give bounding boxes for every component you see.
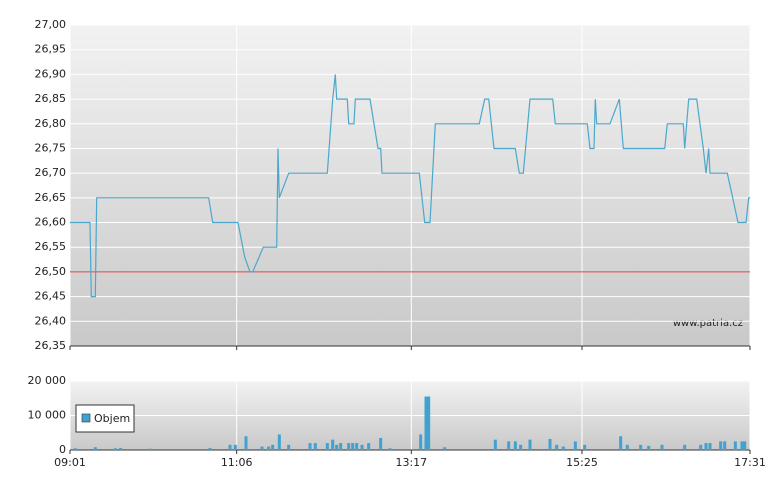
bar — [625, 444, 629, 450]
y-tick-label: 10 000 — [28, 409, 67, 422]
y-tick-label: 26,95 — [35, 43, 67, 56]
bar — [528, 439, 532, 450]
bar — [271, 444, 275, 450]
y-tick-label: 20 000 — [28, 374, 67, 387]
bar — [260, 446, 264, 450]
bar — [719, 441, 723, 450]
bar — [73, 448, 77, 450]
bar — [287, 444, 291, 450]
bar — [331, 439, 335, 450]
bar — [699, 444, 703, 450]
bar — [583, 444, 587, 450]
bar — [647, 445, 651, 450]
bar — [208, 447, 212, 450]
bar — [733, 441, 737, 450]
y-tick-label: 26,80 — [35, 117, 67, 130]
x-tick-label: 11:06 — [221, 456, 253, 469]
bar — [639, 444, 643, 450]
bar — [419, 434, 423, 450]
bar — [113, 448, 117, 450]
bar — [308, 443, 312, 450]
bar — [427, 396, 431, 450]
y-tick-label: 26,85 — [35, 92, 67, 105]
bar — [360, 444, 364, 450]
bar — [119, 447, 123, 450]
bar — [723, 441, 727, 450]
bar — [573, 441, 577, 450]
bar — [443, 447, 447, 450]
bar — [704, 443, 708, 450]
bar — [743, 441, 747, 450]
x-tick-label: 17:31 — [734, 456, 766, 469]
y-tick-label: 26,50 — [35, 265, 67, 278]
bar — [93, 447, 97, 450]
y-tick-label: 26,60 — [35, 216, 67, 229]
y-tick-label: 26,65 — [35, 191, 67, 204]
bar — [267, 446, 271, 450]
bar — [561, 446, 565, 450]
legend-label: Objem — [94, 412, 130, 425]
bar — [277, 434, 281, 450]
bar — [347, 443, 351, 450]
bar — [233, 444, 237, 450]
bar — [548, 438, 552, 450]
bar — [325, 443, 329, 450]
bar — [740, 441, 744, 450]
bar — [619, 436, 623, 450]
y-tick-label: 26,35 — [35, 339, 67, 352]
bar — [708, 443, 712, 450]
bar — [379, 437, 383, 450]
y-tick-label: 26,55 — [35, 240, 67, 253]
y-tick-label: 27,00 — [35, 18, 67, 31]
y-tick-label: 26,70 — [35, 166, 67, 179]
bar — [244, 436, 248, 450]
x-tick-label: 15:25 — [566, 456, 598, 469]
price-plot-area — [70, 25, 750, 346]
bar — [660, 444, 664, 450]
watermark: www.patria.cz — [673, 318, 743, 329]
bar — [519, 444, 523, 450]
price-line — [70, 74, 750, 298]
bar — [339, 443, 343, 450]
y-tick-label: 26,45 — [35, 290, 67, 303]
y-tick-label: 26,40 — [35, 314, 67, 327]
y-tick-label: 26,75 — [35, 141, 67, 154]
bar — [507, 441, 511, 450]
bar — [228, 444, 232, 450]
bar — [148, 448, 152, 450]
y-tick-label: 0 — [59, 443, 66, 456]
x-tick-label: 09:01 — [54, 456, 86, 469]
bar — [355, 443, 359, 450]
bar — [367, 443, 371, 450]
x-tick-label: 13:17 — [395, 456, 427, 469]
bar — [313, 443, 317, 450]
bar — [683, 444, 687, 450]
y-tick-label: 26,90 — [35, 67, 67, 80]
bar — [388, 448, 392, 450]
bar — [424, 396, 428, 450]
legend-swatch — [81, 413, 91, 423]
bar — [555, 444, 559, 450]
bar — [513, 441, 517, 450]
bar — [335, 444, 339, 450]
bar — [493, 439, 497, 450]
bar — [351, 443, 355, 450]
